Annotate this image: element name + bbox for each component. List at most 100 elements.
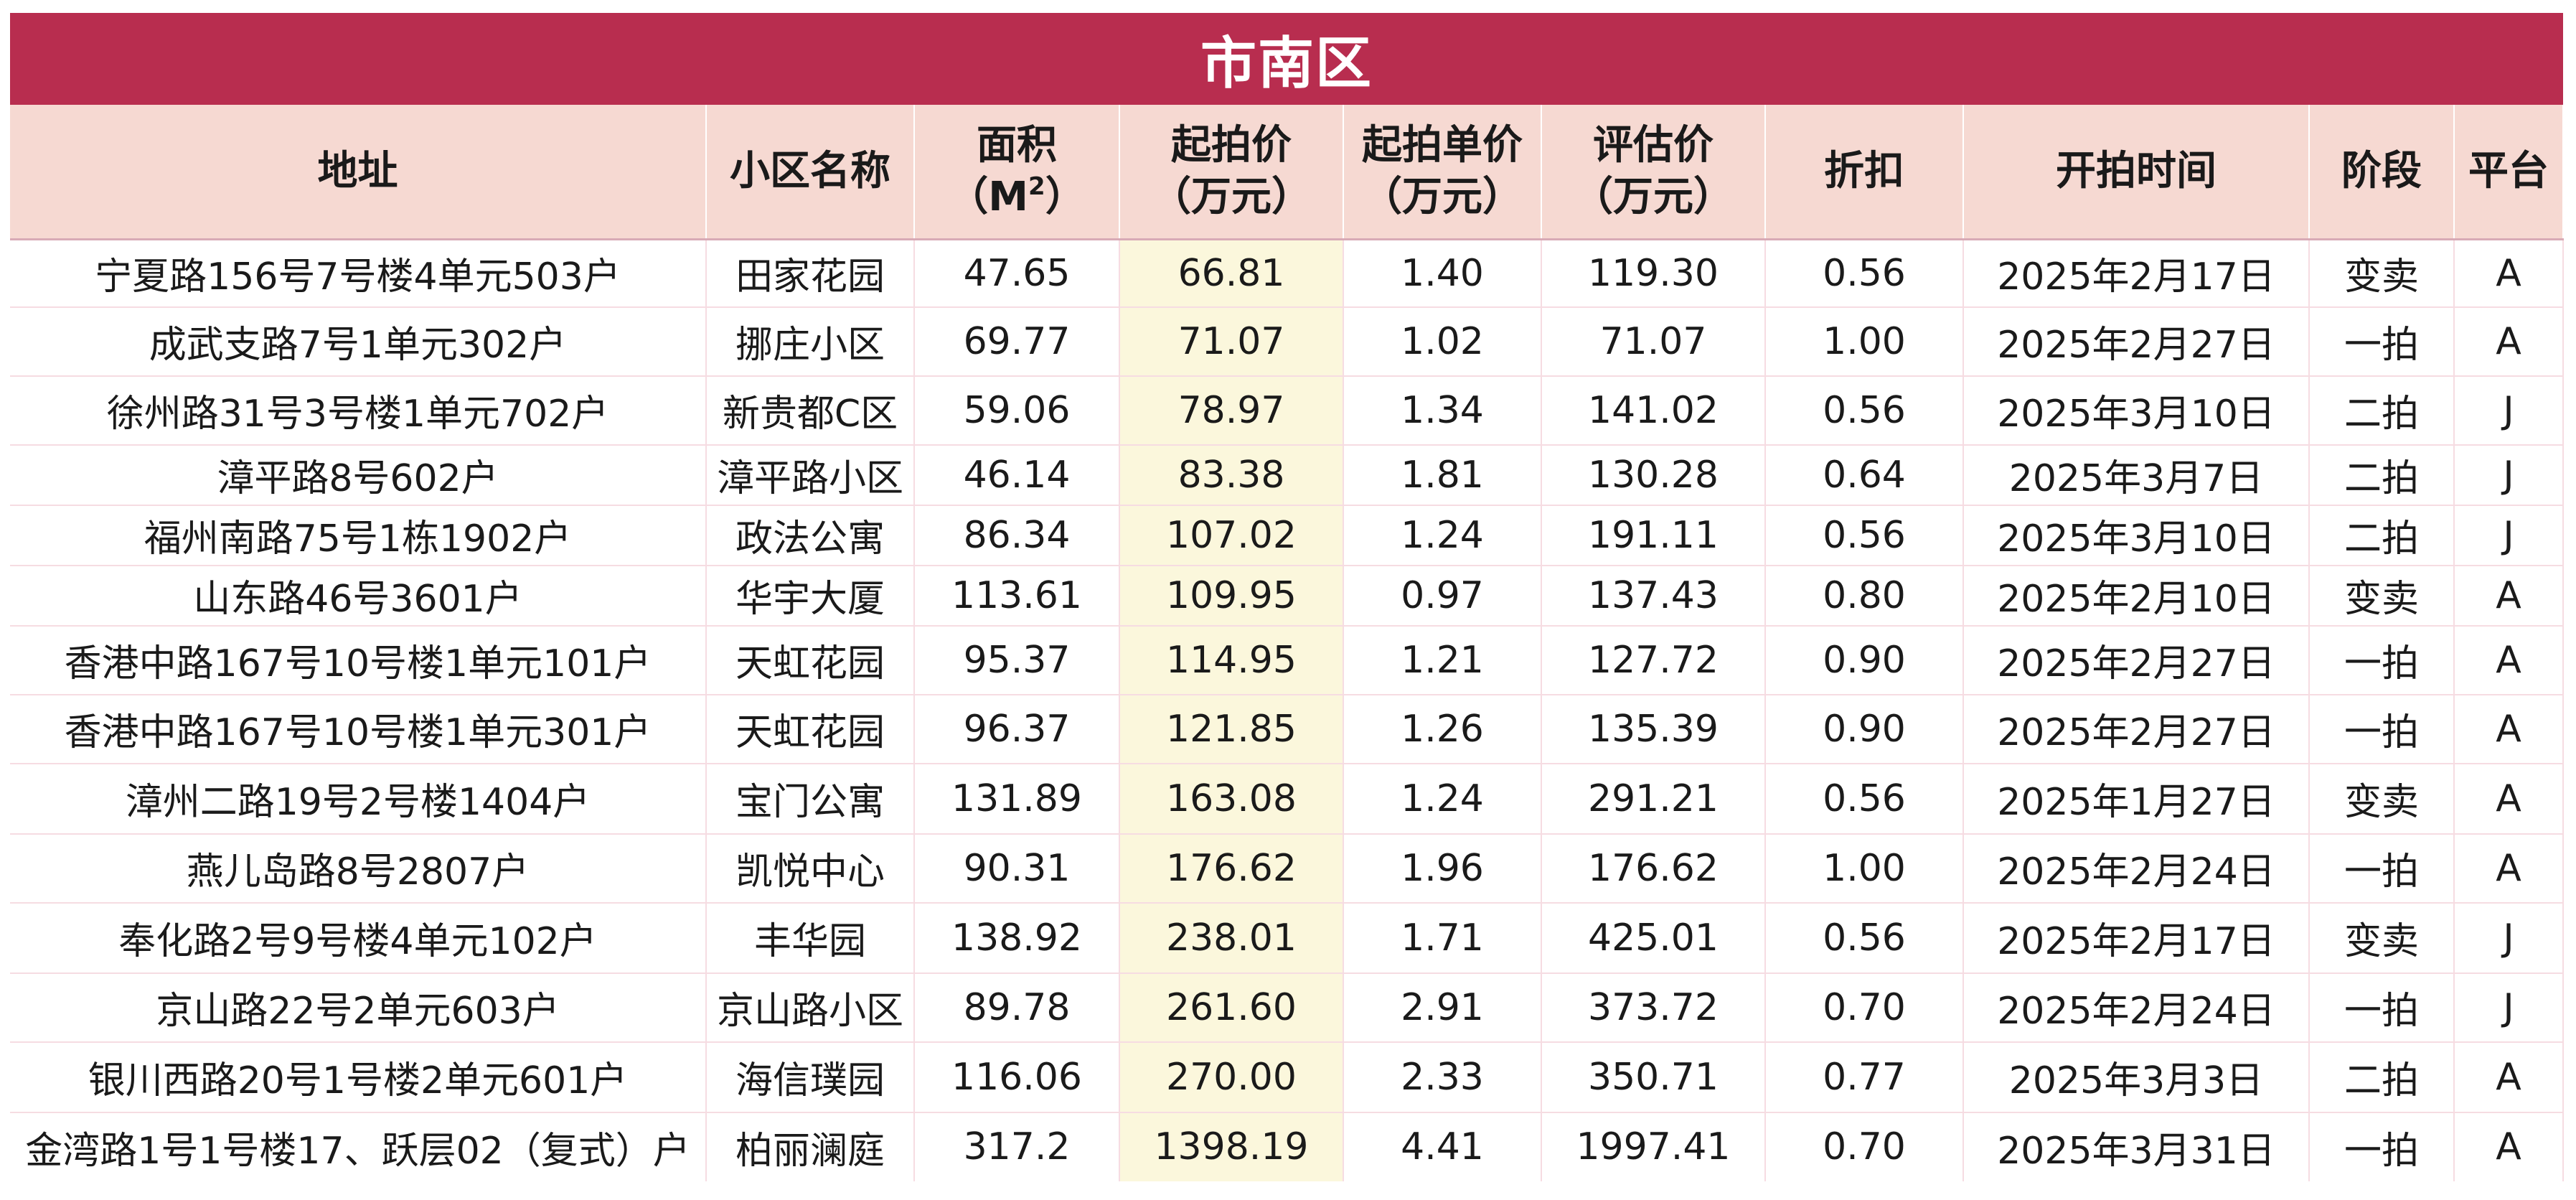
stage-cell: 变卖 <box>2309 565 2455 627</box>
platform-cell: J <box>2454 444 2564 506</box>
platform-cell: A <box>2454 1041 2564 1113</box>
discount-cell: 0.56 <box>1765 239 1964 308</box>
header-row: 地址 小区名称 面积 （M2） 起拍价 （万元） 起拍单价 （万元） 评估价 （… <box>10 105 2564 240</box>
address-cell: 奉化路2号9号楼4单元102户 <box>10 902 707 974</box>
auction-date-cell: 2025年2月27日 <box>1963 306 2310 377</box>
area-cell: 95.37 <box>914 625 1120 695</box>
unit-price-cell: 1.71 <box>1343 902 1542 974</box>
header-date: 开拍时间 <box>1963 105 2310 240</box>
header-area: 面积 （M2） <box>914 105 1120 240</box>
platform-cell: J <box>2454 972 2564 1043</box>
start-price-cell: 78.97 <box>1119 375 1344 446</box>
eval-price-cell: 127.72 <box>1541 625 1766 695</box>
eval-price-cell: 291.21 <box>1541 763 1766 835</box>
platform-cell: A <box>2454 694 2564 764</box>
auction-table: 地址 小区名称 面积 （M2） 起拍价 （万元） 起拍单价 （万元） 评估价 （… <box>10 105 2564 1181</box>
stage-cell: 一拍 <box>2309 625 2455 695</box>
stage-cell: 一拍 <box>2309 1112 2455 1181</box>
eval-price-cell: 373.72 <box>1541 972 1766 1043</box>
address-cell: 金湾路1号1号楼17、跃层02（复式）户 <box>10 1112 707 1181</box>
area-cell: 46.14 <box>914 444 1120 506</box>
header-discount: 折扣 <box>1765 105 1964 240</box>
platform-cell: A <box>2454 625 2564 695</box>
header-unit-price-line2: （万元） <box>1362 174 1523 220</box>
table-row: 银川西路20号1号楼2单元601户 海信璞园 116.06 270.00 2.33 350… <box>10 1041 2564 1113</box>
unit-price-cell: 2.91 <box>1343 972 1542 1043</box>
unit-price-cell: 2.33 <box>1343 1041 1542 1113</box>
auction-date-cell: 2025年3月10日 <box>1963 505 2310 566</box>
community-cell: 挪庄小区 <box>706 306 915 377</box>
discount-cell: 0.70 <box>1765 1112 1964 1181</box>
area-cell: 317.2 <box>914 1112 1120 1181</box>
eval-price-cell: 130.28 <box>1541 444 1766 506</box>
auction-date-cell: 2025年2月24日 <box>1963 972 2310 1043</box>
stage-cell: 变卖 <box>2309 239 2455 308</box>
area-cell: 113.61 <box>914 565 1120 627</box>
start-price-cell: 66.81 <box>1119 239 1344 308</box>
stage-cell: 一拍 <box>2309 833 2455 904</box>
stage-cell: 变卖 <box>2309 902 2455 974</box>
community-cell: 凯悦中心 <box>706 833 915 904</box>
community-cell: 柏丽澜庭 <box>706 1112 915 1181</box>
start-price-cell: 261.60 <box>1119 972 1344 1043</box>
community-cell: 天虹花园 <box>706 625 915 695</box>
community-cell: 宝门公寓 <box>706 763 915 835</box>
platform-cell: A <box>2454 763 2564 835</box>
table-row: 漳州二路19号2号楼1404户 宝门公寓 131.89 163.08 1.24 291.2… <box>10 763 2564 835</box>
area-cell: 47.65 <box>914 239 1120 308</box>
header-platform: 平台 <box>2454 105 2564 240</box>
header-address: 地址 <box>10 105 707 240</box>
header-area-unit: （M <box>948 174 1029 220</box>
platform-cell: A <box>2454 833 2564 904</box>
auction-date-cell: 2025年2月24日 <box>1963 833 2310 904</box>
address-cell: 宁夏路156号7号楼4单元503户 <box>10 239 707 308</box>
discount-cell: 0.56 <box>1765 763 1964 835</box>
unit-price-cell: 1.40 <box>1343 239 1542 308</box>
discount-cell: 0.56 <box>1765 902 1964 974</box>
unit-price-cell: 0.97 <box>1343 565 1542 627</box>
auction-date-cell: 2025年3月7日 <box>1963 444 2310 506</box>
table-header: 地址 小区名称 面积 （M2） 起拍价 （万元） 起拍单价 （万元） 评估价 （… <box>10 105 2564 240</box>
address-cell: 银川西路20号1号楼2单元601户 <box>10 1041 707 1113</box>
discount-cell: 0.56 <box>1765 505 1964 566</box>
start-price-cell: 83.38 <box>1119 444 1344 506</box>
table-row: 奉化路2号9号楼4单元102户 丰华园 138.92 238.01 1.71 425.01… <box>10 902 2564 974</box>
area-cell: 59.06 <box>914 375 1120 446</box>
eval-price-cell: 191.11 <box>1541 505 1766 566</box>
community-cell: 漳平路小区 <box>706 444 915 506</box>
auction-date-cell: 2025年3月3日 <box>1963 1041 2310 1113</box>
stage-cell: 二拍 <box>2309 1041 2455 1113</box>
community-cell: 新贵都C区 <box>706 375 915 446</box>
area-cell: 96.37 <box>914 694 1120 764</box>
discount-cell: 0.90 <box>1765 694 1964 764</box>
table-row: 漳平路8号602户 漳平路小区 46.14 83.38 1.81 130.28 0.64 20… <box>10 444 2564 506</box>
area-cell: 90.31 <box>914 833 1120 904</box>
area-cell: 131.89 <box>914 763 1120 835</box>
header-community: 小区名称 <box>706 105 915 240</box>
discount-cell: 0.64 <box>1765 444 1964 506</box>
community-cell: 天虹花园 <box>706 694 915 764</box>
discount-cell: 0.56 <box>1765 375 1964 446</box>
unit-price-cell: 1.21 <box>1343 625 1542 695</box>
area-cell: 116.06 <box>914 1041 1120 1113</box>
eval-price-cell: 350.71 <box>1541 1041 1766 1113</box>
eval-price-cell: 141.02 <box>1541 375 1766 446</box>
discount-cell: 0.80 <box>1765 565 1964 627</box>
stage-cell: 二拍 <box>2309 444 2455 506</box>
address-cell: 京山路22号2单元603户 <box>10 972 707 1043</box>
stage-cell: 二拍 <box>2309 375 2455 446</box>
header-stage: 阶段 <box>2309 105 2455 240</box>
table-row: 福州南路75号1栋1902户 政法公寓 86.34 107.02 1.24 191.11 0… <box>10 505 2564 566</box>
unit-price-cell: 1.34 <box>1343 375 1542 446</box>
address-cell: 香港中路167号10号楼1单元301户 <box>10 694 707 764</box>
unit-price-cell: 1.24 <box>1343 763 1542 835</box>
area-cell: 138.92 <box>914 902 1120 974</box>
table-row: 香港中路167号10号楼1单元101户 天虹花园 95.37 114.95 1.21 12… <box>10 625 2564 695</box>
platform-cell: A <box>2454 565 2564 627</box>
start-price-cell: 114.95 <box>1119 625 1344 695</box>
start-price-cell: 1398.19 <box>1119 1112 1344 1181</box>
address-cell: 漳平路8号602户 <box>10 444 707 506</box>
platform-cell: J <box>2454 505 2564 566</box>
area-cell: 86.34 <box>914 505 1120 566</box>
header-start-price: 起拍价 （万元） <box>1119 105 1344 240</box>
